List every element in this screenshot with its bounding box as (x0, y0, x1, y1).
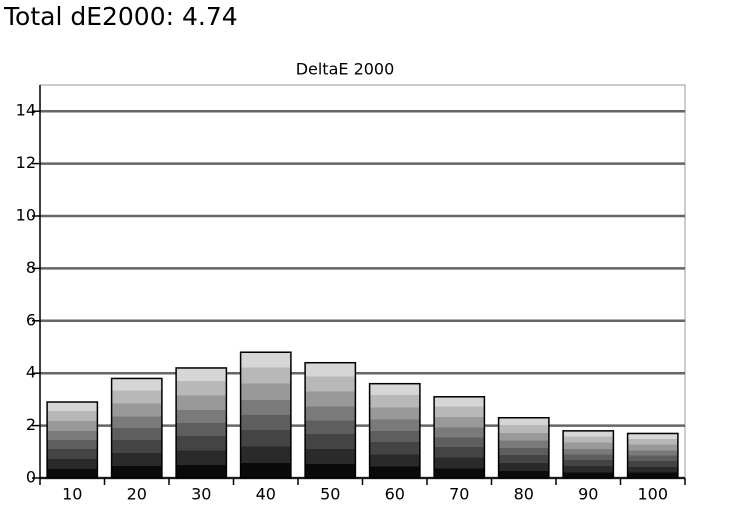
bar (626, 432, 679, 479)
y-tick-label: 2 (26, 415, 36, 434)
bar (433, 396, 486, 479)
x-tick-label: 70 (449, 485, 469, 504)
bar (304, 361, 357, 479)
y-tick-label: 0 (26, 468, 36, 487)
bar (46, 401, 99, 479)
x-tick-label: 20 (127, 485, 147, 504)
page-title: Total dE2000: 4.74 (3, 2, 238, 31)
x-tick-label: 40 (256, 485, 276, 504)
x-tick-label: 30 (191, 485, 211, 504)
x-tick-label: 10 (62, 485, 82, 504)
y-tick-label: 12 (16, 153, 36, 172)
x-tick-label: 60 (385, 485, 405, 504)
x-tick-label: 100 (637, 485, 668, 504)
bar (497, 416, 550, 479)
bar (175, 367, 228, 479)
x-tick-label: 90 (578, 485, 598, 504)
chart-title: DeltaE 2000 (296, 60, 395, 79)
y-tick-label: 8 (26, 258, 36, 277)
bar (110, 377, 163, 479)
y-tick-label: 6 (26, 310, 36, 329)
x-tick-label: 80 (514, 485, 534, 504)
y-tick-label: 10 (16, 206, 36, 225)
bar (368, 382, 421, 479)
bar (239, 351, 292, 479)
x-tick-label: 50 (320, 485, 340, 504)
y-tick-label: 4 (26, 363, 36, 382)
bar (562, 430, 615, 479)
y-tick-label: 14 (16, 101, 36, 120)
